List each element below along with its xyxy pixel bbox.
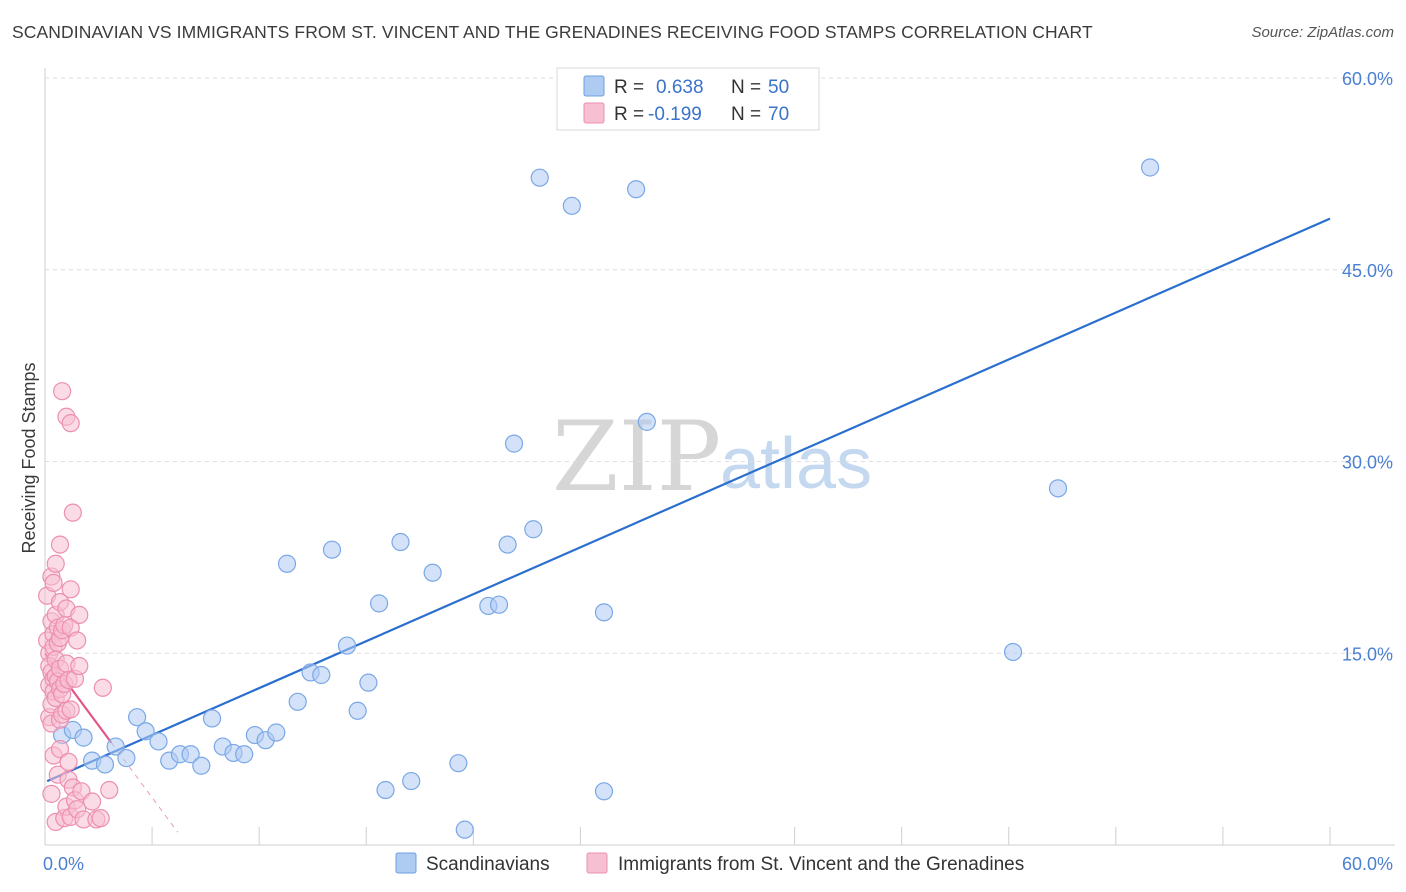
scandinavian-point-37 <box>489 595 509 614</box>
source-label: Source: ZipAtlas.com <box>1251 24 1394 41</box>
scandinavian-point-26 <box>337 636 357 655</box>
scandinavian-point-40 <box>530 168 549 187</box>
scandinavian-point-45 <box>637 412 656 431</box>
scandinavian-point-28 <box>359 673 378 692</box>
scandinavian-point-7 <box>127 708 147 727</box>
scandinavian-point-8 <box>136 722 155 741</box>
immigrant-point-53 <box>61 700 80 719</box>
scandinavian-point-6 <box>117 748 136 768</box>
scandinavian-point-46 <box>1003 642 1023 662</box>
scandinavian-point-33 <box>423 563 442 582</box>
bottom-legend-label-scandinavians: Scandinavians <box>426 854 550 875</box>
scandinavian-point-30 <box>376 780 395 800</box>
bottom-legend-swatch-immigrants <box>586 852 608 874</box>
legend-n-value-1: 50 <box>768 77 789 98</box>
y-tick-label-2: 45.0% <box>1342 261 1393 281</box>
scandinavian-point-5 <box>106 737 125 756</box>
bottom-legend-label-immigrants: Immigrants from St. Vincent and the Gren… <box>618 854 1024 875</box>
immigrant-point-34 <box>50 740 70 759</box>
immigrant-point-12 <box>44 573 63 593</box>
scandinavian-point-17 <box>235 745 254 764</box>
scandinavian-point-24 <box>312 665 331 685</box>
scandinavian-point-12 <box>181 745 200 764</box>
x-tick-label-end: 60.0% <box>1342 854 1393 874</box>
legend: R = 0.638 N = 50 R = -0.199 N = 70 <box>556 67 820 131</box>
immigrant-point-67 <box>91 809 110 828</box>
y-tick-label-1: 30.0% <box>1342 453 1393 473</box>
scandinavian-point-49 <box>498 535 517 554</box>
legend-n-label-1: N = <box>731 77 761 98</box>
legend-swatch-scandinavians <box>583 75 605 97</box>
immigrant-point-18 <box>46 554 65 573</box>
immigrant-point-51 <box>61 580 80 599</box>
immigrant-point-28 <box>50 535 70 554</box>
legend-r-label-2: R = <box>614 104 644 125</box>
legend-r-value-1: 0.638 <box>656 77 704 98</box>
trend-lines <box>44 217 1331 833</box>
immigrant-point-35 <box>53 382 72 401</box>
immigrant-point-50 <box>61 414 80 433</box>
scandinavian-point-43 <box>594 782 614 801</box>
immigrant-point-65 <box>83 792 102 811</box>
scandinavian-point-32 <box>402 771 421 791</box>
scandinavian-point-20 <box>267 723 286 742</box>
watermark-zip: ZIP <box>552 401 721 513</box>
scandinavian-point-27 <box>348 701 367 720</box>
tick-labels: 15.0% 30.0% 45.0% 60.0% 0.0% 60.0% <box>43 69 1393 874</box>
scandinavian-point-47 <box>1048 479 1068 498</box>
x-tick-label-start: 0.0% <box>43 854 84 874</box>
watermark-atlas: atlas <box>720 424 872 504</box>
immigrant-point-69 <box>100 780 119 800</box>
immigrant-point-61 <box>70 605 89 625</box>
scandinavian-point-4 <box>95 755 115 774</box>
scandinavian-point-39 <box>524 520 543 539</box>
scandinavian-point-35 <box>455 820 474 839</box>
chart-title: SCANDINAVIAN VS IMMIGRANTS FROM ST. VINC… <box>12 22 1093 42</box>
scandinavian-point-41 <box>562 196 581 215</box>
bottom-legend-swatch-scandinavians <box>395 852 417 874</box>
immigrant-point-55 <box>63 503 82 522</box>
y-tick-label-0: 15.0% <box>1342 644 1393 664</box>
legend-swatch-immigrants <box>583 102 605 124</box>
scandinavian-point-25 <box>322 540 342 559</box>
immigrant-point-62 <box>70 656 89 676</box>
scandinavian-point-9 <box>149 732 168 751</box>
scandinavian-point-2 <box>74 728 93 747</box>
immigrant-point-59 <box>68 631 87 650</box>
scandinavian-point-44 <box>626 180 646 199</box>
scandinavian-point-29 <box>370 594 389 613</box>
legend-n-label-2: N = <box>731 104 761 125</box>
scandinavian-point-13 <box>192 756 211 775</box>
y-axis-label: Receiving Food Stamps <box>19 362 39 553</box>
scandinavian-point-38 <box>504 434 524 453</box>
immigrant-point-48 <box>59 752 78 772</box>
bottom-legend: Scandinavians Immigrants from St. Vincen… <box>395 852 1024 875</box>
y-tick-label-3: 60.0% <box>1342 69 1393 89</box>
data-points <box>38 158 1160 839</box>
scandinavian-point-21 <box>277 554 297 573</box>
scandinavian-point-42 <box>594 603 614 622</box>
scandinavian-point-22 <box>288 692 307 711</box>
scandinavian-point-31 <box>391 532 410 552</box>
scandinavian-trend-line <box>46 217 1331 783</box>
legend-n-value-2: 70 <box>768 104 789 125</box>
grid-lines <box>45 77 1395 654</box>
scandinavian-point-34 <box>449 754 468 773</box>
immigrant-trend-extension <box>110 742 179 833</box>
scandinavian-point-48 <box>1140 158 1160 177</box>
legend-r-label-1: R = <box>614 77 644 98</box>
immigrant-point-68 <box>93 678 112 697</box>
scandinavian-point-14 <box>202 709 222 728</box>
immigrant-point-11 <box>42 784 61 803</box>
legend-r-value-2: -0.199 <box>648 104 702 125</box>
